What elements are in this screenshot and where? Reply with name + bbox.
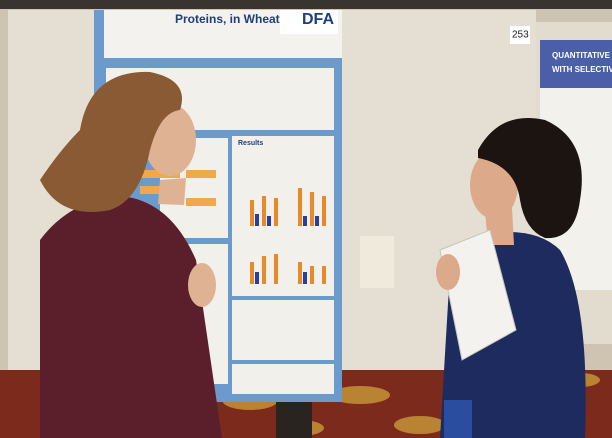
held-papers — [439, 229, 517, 361]
person-right-hair — [478, 118, 582, 239]
board-number: 253 — [512, 30, 529, 41]
poster-section — [232, 364, 334, 394]
poster-chart-bars — [255, 214, 319, 284]
poster-section — [232, 300, 334, 360]
poster-logo: DFA — [302, 11, 334, 28]
note-card — [360, 236, 394, 288]
person-right-neck — [485, 208, 514, 245]
logo-box — [280, 10, 338, 34]
number-tag — [510, 26, 530, 44]
name-badge — [444, 400, 472, 438]
person-left-neck — [158, 178, 186, 205]
person-left-hands — [188, 263, 216, 307]
side-poster-header — [540, 40, 612, 88]
person-left-hair — [40, 71, 182, 212]
side-poster-title: QUANTITATIVE ANA — [552, 51, 612, 60]
poster-chart-bars — [250, 188, 326, 284]
side-poster-title: WITH SELECTIVE R — [552, 65, 612, 74]
person-left-body — [40, 196, 222, 438]
person-right-hand — [436, 254, 460, 290]
section-heading: Results — [238, 140, 263, 147]
top-strip — [0, 0, 612, 9]
